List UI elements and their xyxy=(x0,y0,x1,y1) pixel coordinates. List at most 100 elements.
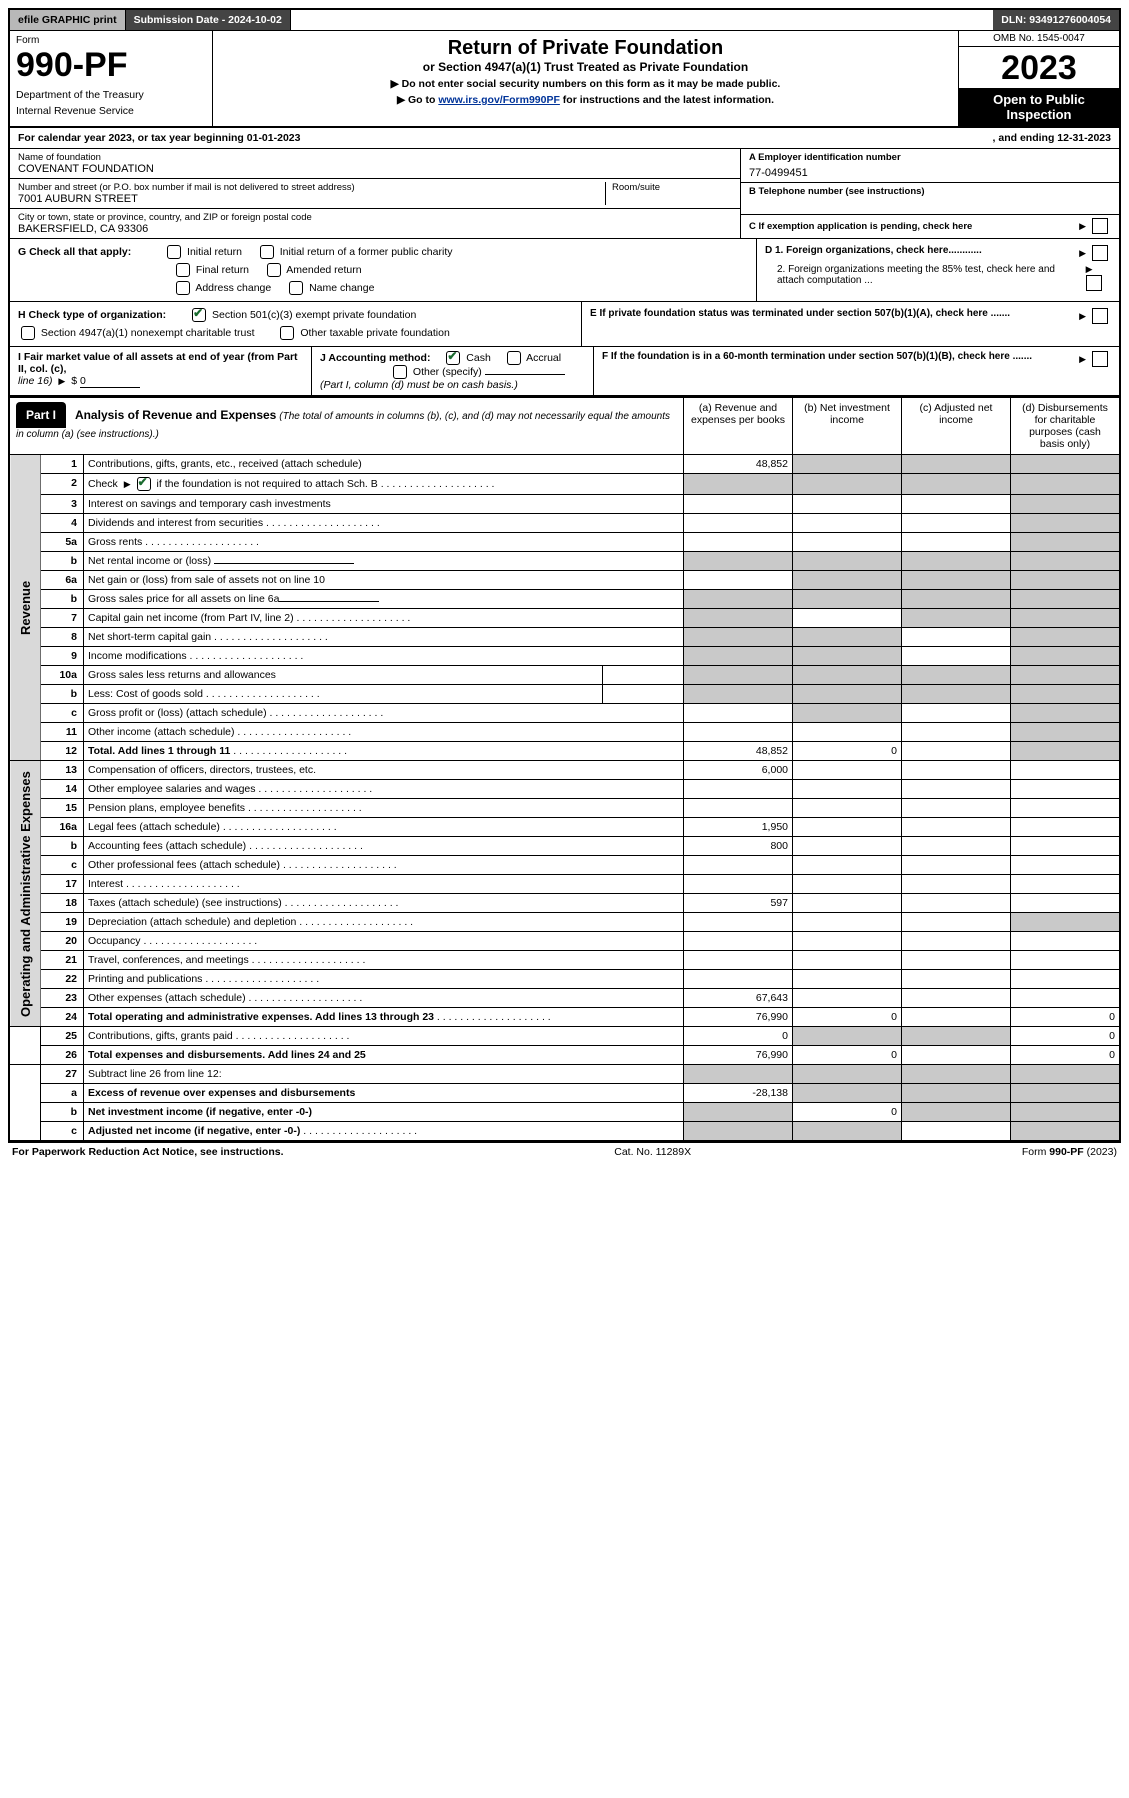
val-c xyxy=(902,533,1011,552)
val-c xyxy=(902,647,1011,666)
val-c xyxy=(902,742,1011,761)
check-word: Check xyxy=(88,478,118,490)
row-num: 10a xyxy=(41,666,84,685)
d2-checkbox[interactable] xyxy=(1086,275,1102,291)
val-d xyxy=(1011,495,1120,514)
val-d xyxy=(1011,590,1120,609)
val-a xyxy=(684,552,793,571)
f-section: F If the foundation is in a 60-month ter… xyxy=(593,347,1119,395)
initial-former-checkbox[interactable] xyxy=(260,245,274,259)
val-b: 0 xyxy=(793,1103,902,1122)
row-num: 23 xyxy=(41,989,84,1008)
fmv-value: 0 xyxy=(80,375,140,388)
val-c xyxy=(902,1065,1011,1084)
val-b xyxy=(793,780,902,799)
txt: Other professional fees (attach schedule… xyxy=(88,859,280,871)
val-b xyxy=(793,704,902,723)
row-num: 9 xyxy=(41,647,84,666)
row-desc: Gross sales less returns and allowances xyxy=(84,666,684,685)
row-num: c xyxy=(41,856,84,875)
e-checkbox[interactable] xyxy=(1092,308,1108,324)
ein-row: A Employer identification number 77-0499… xyxy=(741,149,1119,183)
efile-print[interactable]: efile GRAPHIC print xyxy=(10,10,126,30)
cash-checkbox[interactable] xyxy=(446,351,460,365)
opt-initial: Initial return xyxy=(187,246,242,258)
dots xyxy=(220,821,337,833)
val-c xyxy=(902,875,1011,894)
val-c xyxy=(902,837,1011,856)
foundation-name: COVENANT FOUNDATION xyxy=(18,163,732,175)
arrow-icon xyxy=(1076,354,1089,365)
val-d xyxy=(1011,455,1120,474)
val-a: 800 xyxy=(684,837,793,856)
name-change-checkbox[interactable] xyxy=(289,281,303,295)
name-label: Name of foundation xyxy=(18,152,732,163)
row-num: 8 xyxy=(41,628,84,647)
final-return-checkbox[interactable] xyxy=(176,263,190,277)
accrual-checkbox[interactable] xyxy=(507,351,521,365)
form-subtitle: or Section 4947(a)(1) Trust Treated as P… xyxy=(223,60,948,74)
val-d xyxy=(1011,1084,1120,1103)
row-num: 2 xyxy=(41,474,84,495)
val-d xyxy=(1011,837,1120,856)
irs-link[interactable]: www.irs.gov/Form990PF xyxy=(438,94,560,106)
txt: Dividends and interest from securities xyxy=(88,517,263,529)
rev-row-6a: 6aNet gain or (loss) from sale of assets… xyxy=(10,571,1119,590)
pending-checkbox[interactable] xyxy=(1092,218,1108,234)
501c3-checkbox[interactable] xyxy=(192,308,206,322)
val-d xyxy=(1011,666,1120,685)
d1-checkbox[interactable] xyxy=(1092,245,1108,261)
other-taxable-checkbox[interactable] xyxy=(280,326,294,340)
row-desc: Less: Cost of goods sold xyxy=(84,685,684,704)
txt: Net rental income or (loss) xyxy=(88,555,211,567)
arrow-icon xyxy=(1076,248,1089,259)
sch-b-checkbox[interactable] xyxy=(137,477,151,491)
val-c xyxy=(902,1008,1011,1027)
row-desc: Net short-term capital gain xyxy=(84,628,684,647)
row-num: a xyxy=(41,1084,84,1103)
val-b xyxy=(793,495,902,514)
j-section: J Accounting method: Cash Accrual Other … xyxy=(312,347,593,395)
omb-number: OMB No. 1545-0047 xyxy=(959,31,1119,47)
f-label: F If the foundation is in a 60-month ter… xyxy=(602,351,1032,391)
val-c xyxy=(902,704,1011,723)
val-a xyxy=(684,1065,793,1084)
row-desc: Other employee salaries and wages xyxy=(84,780,684,799)
opt-final: Final return xyxy=(196,264,249,276)
dots xyxy=(381,478,495,490)
val-d xyxy=(1011,1122,1120,1141)
rev-row-11: 11Other income (attach schedule) xyxy=(10,723,1119,742)
val-b: 0 xyxy=(793,742,902,761)
rev-row-3: 3Interest on savings and temporary cash … xyxy=(10,495,1119,514)
rev-row-8: 8Net short-term capital gain xyxy=(10,628,1119,647)
dots xyxy=(203,688,320,700)
val-b xyxy=(793,761,902,780)
txt: Gross rents xyxy=(88,536,142,548)
opt-name: Name change xyxy=(309,282,374,294)
val-a xyxy=(684,856,793,875)
other-specify-checkbox[interactable] xyxy=(393,365,407,379)
bot-row-27: 27Subtract line 26 from line 12: xyxy=(10,1065,1119,1084)
4947-checkbox[interactable] xyxy=(21,326,35,340)
val-b xyxy=(793,932,902,951)
rev-row-10c: cGross profit or (loss) (attach schedule… xyxy=(10,704,1119,723)
row-num: 19 xyxy=(41,913,84,932)
val-a xyxy=(684,723,793,742)
amended-return-checkbox[interactable] xyxy=(267,263,281,277)
dots xyxy=(123,878,240,890)
val-d xyxy=(1011,628,1120,647)
blank xyxy=(214,563,354,564)
i-label: I Fair market value of all assets at end… xyxy=(18,351,298,375)
initial-return-checkbox[interactable] xyxy=(167,245,181,259)
val-b xyxy=(793,1065,902,1084)
row-desc: Contributions, gifts, grants, etc., rece… xyxy=(84,455,684,474)
address-change-checkbox[interactable] xyxy=(176,281,190,295)
j-note: (Part I, column (d) must be on cash basi… xyxy=(320,379,518,391)
f-checkbox[interactable] xyxy=(1092,351,1108,367)
footer-mid: Cat. No. 11289X xyxy=(614,1146,691,1158)
val-a xyxy=(684,666,793,685)
dots xyxy=(230,745,347,757)
form-container: efile GRAPHIC print Submission Date - 20… xyxy=(8,8,1121,1143)
val-a: 48,852 xyxy=(684,455,793,474)
txt: Occupancy xyxy=(88,935,141,947)
